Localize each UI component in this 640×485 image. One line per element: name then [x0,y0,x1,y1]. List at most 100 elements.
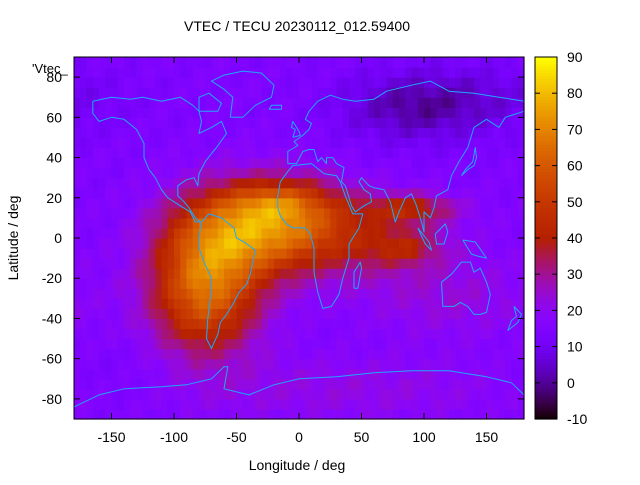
heatmap-cell [411,207,419,219]
heatmap-cell [405,398,413,410]
heatmap-cell [86,398,94,410]
heatmap-cell [86,67,94,78]
heatmap-cell [155,117,163,128]
heatmap-cell [117,298,125,309]
heatmap-cell [367,217,375,229]
heatmap-cell [436,197,444,209]
heatmap-cell [205,87,213,98]
heatmap-cell [205,238,213,249]
heatmap-cell [105,288,113,299]
heatmap-cell [330,207,338,219]
heatmap-cell [430,338,438,350]
heatmap-cell [449,348,456,360]
heatmap-cell [161,278,169,289]
colorbar-segment [535,415,557,420]
heatmap-cell [105,97,113,108]
heatmap-cell [255,187,263,199]
heatmap-cell [249,147,256,159]
heatmap-cell [305,338,313,350]
heatmap-cell [430,258,438,269]
heatmap-cell [499,107,506,118]
heatmap-cell [342,67,350,78]
heatmap-cell [124,197,131,209]
heatmap-cell [305,238,313,249]
heatmap-cell [380,258,388,269]
heatmap-cell [180,248,188,259]
heatmap-cell [186,67,194,78]
heatmap-cell [411,137,419,149]
heatmap-cell [499,308,506,320]
heatmap-cell [311,278,319,289]
heatmap-cell [380,298,388,309]
heatmap-cell [180,358,188,370]
heatmap-cell [267,127,275,139]
heatmap-cell [317,378,325,390]
heatmap-cell [230,388,238,400]
heatmap-cell [430,248,438,259]
heatmap-cell [174,77,181,88]
heatmap-cell [386,398,394,410]
heatmap-cell [349,157,356,169]
heatmap-cell [305,248,313,259]
heatmap-cell [236,328,244,340]
heatmap-cell [267,318,275,330]
heatmap-cell [111,77,119,88]
heatmap-cell [355,217,363,229]
heatmap-cell [499,87,506,98]
heatmap-cell [349,57,356,68]
heatmap-cell [267,358,275,370]
heatmap-cell [311,87,319,98]
heatmap-cell [336,147,344,159]
heatmap-cell [230,258,238,269]
heatmap-cell [199,368,206,380]
heatmap-cell [349,127,356,139]
heatmap-cell [80,348,88,360]
heatmap-cell [505,368,513,380]
heatmap-cell [455,97,463,108]
heatmap-cell [330,348,338,360]
heatmap-cell [249,207,256,219]
heatmap-cell [99,368,106,380]
heatmap-cell [280,348,288,360]
heatmap-cell [461,57,469,68]
heatmap-cell [74,308,81,320]
heatmap-cell [230,268,238,279]
heatmap-cell [305,177,313,189]
heatmap-cell [317,217,325,229]
colorbar-segment [535,207,557,212]
heatmap-cell [105,318,113,330]
heatmap-cell [449,147,456,159]
heatmap-cell [180,258,188,269]
heatmap-cell [261,127,269,139]
heatmap-cell [105,227,113,239]
heatmap-cell [449,258,456,269]
heatmap-cell [124,298,131,309]
heatmap-cell [242,187,250,199]
heatmap-cell [349,238,356,249]
heatmap-cell [511,298,519,309]
heatmap-cell [117,308,125,320]
heatmap-cell [505,227,513,239]
heatmap-cell [317,268,325,279]
heatmap-cell [305,408,313,420]
heatmap-cell [99,97,106,108]
heatmap-cell [217,358,225,370]
heatmap-cell [124,378,131,390]
heatmap-cell [174,177,181,189]
heatmap-cell [105,298,113,309]
heatmap-cell [155,77,163,88]
heatmap-cell [367,147,375,159]
heatmap-cell [511,278,519,289]
heatmap-cell [124,368,131,380]
heatmap-cell [136,318,144,330]
heatmap-cell [249,348,256,360]
heatmap-cell [311,308,319,320]
heatmap-cell [161,107,169,118]
heatmap-cell [136,358,144,370]
heatmap-cell [392,268,400,279]
colorbar-segment [535,132,557,137]
heatmap-cell [467,137,475,149]
heatmap-cell [261,137,269,149]
heatmap-cell [517,408,525,420]
heatmap-cell [74,227,81,239]
